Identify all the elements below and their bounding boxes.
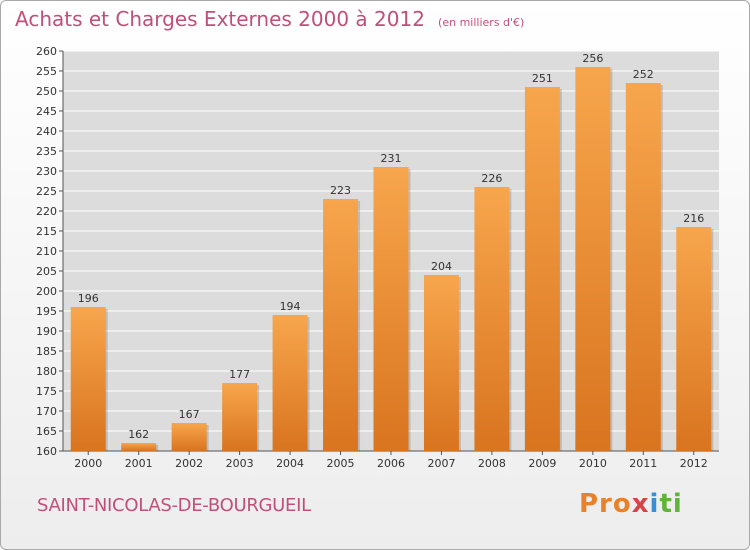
bar <box>272 315 308 451</box>
bar-value-label: 256 <box>582 52 603 65</box>
y-tick-label: 160 <box>36 445 57 458</box>
x-tick-label: 2007 <box>427 457 455 470</box>
proxiti-logo: Proxiti <box>579 489 683 519</box>
logo-part-3: i <box>649 489 660 519</box>
bar <box>222 383 258 451</box>
logo-part-2: x <box>631 489 650 519</box>
y-tick-label: 210 <box>36 245 57 258</box>
x-tick-label: 2010 <box>579 457 607 470</box>
chart-title-block: Achats et Charges Externes 2000 à 2012 (… <box>15 7 524 31</box>
bar-value-label: 223 <box>330 184 351 197</box>
bar <box>121 443 157 451</box>
y-tick-label: 255 <box>36 65 57 78</box>
y-tick-label: 170 <box>36 405 57 418</box>
bar <box>423 275 459 451</box>
bar <box>676 227 712 451</box>
bar <box>524 87 560 451</box>
y-tick-label: 220 <box>36 205 57 218</box>
bar-value-label: 252 <box>633 68 654 81</box>
bar <box>373 167 409 451</box>
x-tick-label: 2002 <box>175 457 203 470</box>
x-tick-label: 2001 <box>125 457 153 470</box>
logo-part-1: Pro <box>579 489 632 519</box>
x-tick-label: 2005 <box>327 457 355 470</box>
bar <box>70 307 106 451</box>
x-tick-label: 2011 <box>629 457 657 470</box>
commune-name: SAINT-NICOLAS-DE-BOURGUEIL <box>37 495 311 516</box>
x-tick-label: 2003 <box>226 457 254 470</box>
y-tick-label: 165 <box>36 425 57 438</box>
y-tick-label: 175 <box>36 385 57 398</box>
bar <box>323 199 359 451</box>
bar <box>171 423 207 451</box>
y-tick-label: 240 <box>36 125 57 138</box>
y-tick-label: 205 <box>36 265 57 278</box>
bar-value-label: 162 <box>128 428 149 441</box>
y-tick-label: 235 <box>36 145 57 158</box>
bar-value-label: 177 <box>229 368 250 381</box>
x-tick-label: 2009 <box>528 457 556 470</box>
x-tick-label: 2004 <box>276 457 304 470</box>
chart-unit: (en milliers d'€) <box>438 16 525 29</box>
y-tick-label: 190 <box>36 325 57 338</box>
bar-value-label: 194 <box>280 300 301 313</box>
bar-value-label: 251 <box>532 72 553 85</box>
bar-value-label: 167 <box>179 408 200 421</box>
y-tick-label: 195 <box>36 305 57 318</box>
y-tick-label: 260 <box>36 45 57 58</box>
y-tick-label: 225 <box>36 185 57 198</box>
y-tick-label: 245 <box>36 105 57 118</box>
bar <box>625 83 661 451</box>
y-tick-label: 200 <box>36 285 57 298</box>
y-tick-label: 180 <box>36 365 57 378</box>
y-tick-label: 185 <box>36 345 57 358</box>
bar <box>474 187 510 451</box>
logo-part-4: ti <box>659 489 683 519</box>
bar-value-label: 204 <box>431 260 452 273</box>
x-tick-label: 2000 <box>74 457 102 470</box>
x-tick-label: 2012 <box>680 457 708 470</box>
bar-value-label: 231 <box>381 152 402 165</box>
bar-value-label: 216 <box>683 212 704 225</box>
bar-value-label: 196 <box>78 292 99 305</box>
bar <box>575 67 611 451</box>
y-tick-label: 250 <box>36 85 57 98</box>
x-tick-label: 2008 <box>478 457 506 470</box>
bar-value-label: 226 <box>481 172 502 185</box>
y-tick-label: 215 <box>36 225 57 238</box>
y-tick-label: 230 <box>36 165 57 178</box>
x-tick-label: 2006 <box>377 457 405 470</box>
chart-title: Achats et Charges Externes 2000 à 2012 <box>15 7 425 31</box>
